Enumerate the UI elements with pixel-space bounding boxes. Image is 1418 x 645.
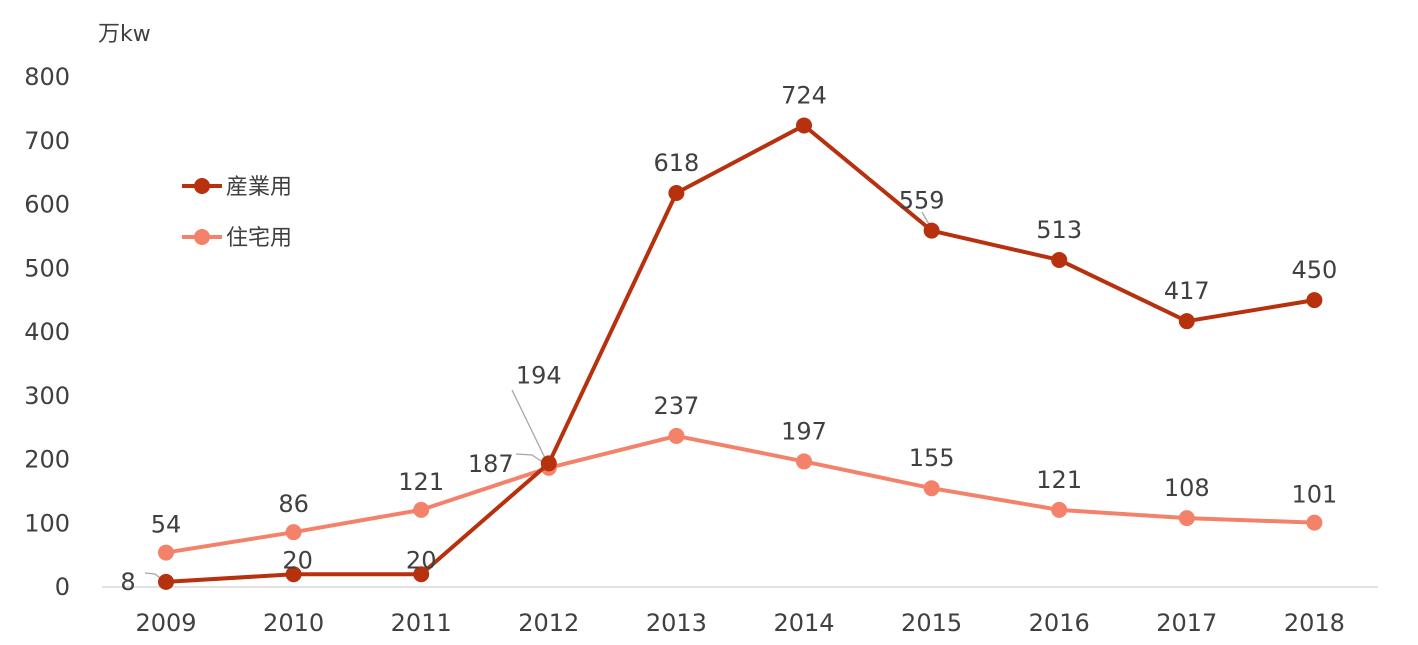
data-point [413, 501, 430, 518]
data-label: 121 [1036, 466, 1082, 494]
data-label: 101 [1291, 481, 1337, 509]
data-label: 155 [909, 444, 955, 472]
data-point [285, 524, 302, 541]
x-tick-label: 2012 [518, 609, 579, 637]
x-tick-label: 2010 [263, 609, 324, 637]
data-point [1178, 313, 1195, 330]
data-point [668, 185, 685, 202]
leader-line [511, 389, 546, 459]
y-tick-label: 300 [24, 382, 70, 410]
data-point [158, 573, 174, 590]
series-layer [158, 117, 1323, 590]
data-label: 724 [781, 81, 827, 109]
data-point [1178, 510, 1195, 527]
data-point [1306, 292, 1323, 309]
data-point [923, 222, 940, 239]
series-line [165, 433, 1315, 555]
x-tick-label: 2014 [773, 609, 834, 637]
y-axis-unit-label: 万kw [98, 22, 151, 47]
data-label: 194 [516, 361, 562, 389]
y-tick-label: 500 [24, 254, 70, 282]
legend-marker [194, 178, 210, 194]
y-tick-label: 400 [24, 318, 70, 346]
x-tick-label: 2009 [135, 609, 196, 637]
leader-line [515, 453, 545, 464]
data-point [1051, 251, 1068, 268]
data-label: 559 [899, 187, 945, 215]
y-tick-label: 700 [24, 127, 70, 155]
x-tick-label: 2018 [1284, 609, 1345, 637]
series-residential [158, 427, 1323, 561]
data-point [923, 480, 940, 497]
data-label: 450 [1291, 256, 1337, 284]
data-label: 86 [278, 490, 309, 518]
data-labels: 8 20 20 194 618 724 559 513 417 450 54 86 121 187 237 1… [120, 81, 1337, 595]
data-point [796, 453, 812, 470]
x-tick-label: 2013 [646, 609, 707, 637]
data-point [796, 117, 812, 134]
data-label: 20 [282, 546, 313, 574]
series-line [165, 123, 1315, 584]
data-label: 237 [653, 392, 699, 420]
data-point [540, 455, 557, 472]
y-tick-label: 200 [24, 446, 70, 474]
data-point [668, 427, 685, 444]
data-label: 417 [1164, 277, 1210, 305]
data-label: 108 [1164, 474, 1210, 502]
y-axis: 0 100 200 300 400 500 600 700 800 [24, 63, 70, 601]
data-point [158, 544, 174, 561]
y-tick-label: 0 [55, 573, 70, 601]
data-point [1051, 501, 1068, 518]
data-point [285, 566, 302, 583]
legend-label: 産業用 [226, 175, 292, 200]
data-label: 20 [406, 546, 437, 574]
data-label: 513 [1036, 216, 1082, 244]
data-label: 197 [781, 417, 827, 445]
legend-marker [194, 229, 210, 245]
y-tick-label: 600 [24, 191, 70, 219]
x-tick-label: 2016 [1029, 609, 1090, 637]
y-tick-label: 100 [24, 509, 70, 537]
data-label: 187 [468, 450, 514, 478]
data-label: 618 [653, 149, 699, 177]
legend-item: 産業用 [182, 175, 292, 200]
data-label: 8 [120, 568, 135, 596]
x-tick-label: 2017 [1156, 609, 1217, 637]
data-label: 121 [398, 468, 444, 496]
data-point [413, 566, 430, 583]
data-point [1306, 514, 1323, 531]
data-label: 54 [151, 511, 182, 539]
label-leader-lines [144, 211, 931, 582]
x-tick-label: 2011 [391, 609, 452, 637]
legend-item: 住宅用 [182, 226, 292, 251]
series-industrial [158, 117, 1323, 590]
x-tick-label: 2015 [901, 609, 962, 637]
x-axis: 2009 2010 2011 2012 2013 2014 2015 2016 2017 2018 [102, 586, 1378, 637]
legend-label: 住宅用 [226, 226, 292, 251]
y-tick-label: 800 [24, 63, 70, 91]
